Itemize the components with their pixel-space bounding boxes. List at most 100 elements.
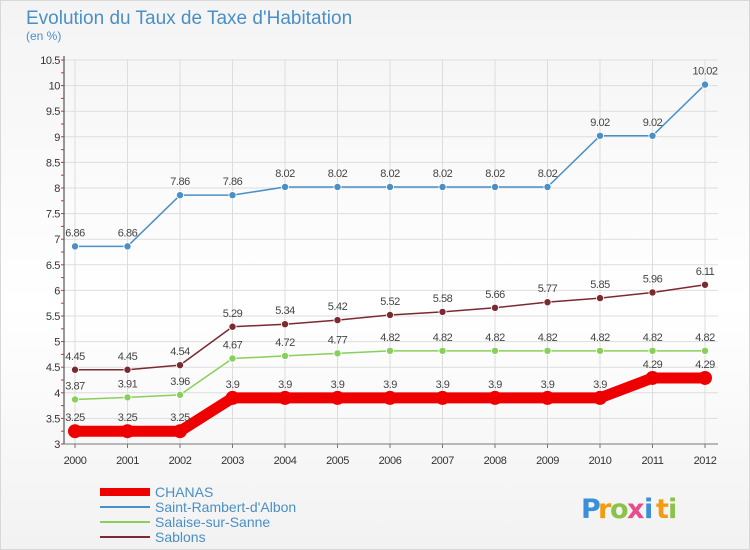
logo-letter: o [610,494,629,525]
data-label: 3.9 [383,379,397,391]
data-label: 5.66 [485,289,505,301]
data-label: 5.42 [328,301,348,313]
data-point [278,390,292,405]
data-point [71,365,80,374]
data-label: 4.29 [695,359,715,371]
data-point [71,395,80,404]
data-point [280,351,289,360]
data-point [333,349,342,358]
data-point [701,280,710,289]
data-label: 10.02 [692,66,717,78]
y-tick-label: 4 [54,388,60,400]
data-point [228,191,237,200]
data-label: 3.9 [541,379,555,391]
y-tick-label: 3.5 [46,413,60,425]
data-point [438,182,447,191]
data-point [173,424,187,439]
x-tick-label: 2003 [221,455,244,467]
y-tick-label: 8.5 [46,157,60,169]
data-label: 8.02 [328,168,348,180]
data-point [68,424,82,439]
legend-label: Saint-Rambert-d'Albon [155,499,296,515]
data-label: 3.91 [118,378,138,390]
x-tick-label: 2000 [64,455,87,467]
legend-label: Salaise-sur-Sanne [155,514,270,530]
data-label: 4.82 [485,332,505,344]
logo-letter: r [598,494,612,525]
data-label: 5.29 [223,308,243,320]
data-point [225,390,240,405]
data-label: 6.86 [118,227,138,239]
data-point [543,346,552,355]
data-point [490,303,499,312]
x-tick-label: 2002 [169,455,192,467]
data-label: 7.86 [223,176,243,188]
data-label: 3.87 [65,380,85,392]
data-point [435,390,450,405]
data-label: 4.82 [538,332,558,344]
data-point [701,80,710,89]
data-label: 5.77 [538,283,558,295]
data-point [543,298,552,307]
data-label: 5.52 [380,296,400,308]
data-point [385,182,394,191]
data-label: 9.02 [643,117,663,129]
data-point [648,288,657,297]
y-tick-label: 7.5 [46,209,60,221]
data-label: 5.96 [643,273,663,285]
data-label: 4.82 [433,332,453,344]
axes: 3 3.5 4 4.5 5 5.5 6 6.5 7 7.5 8 8.5 9 9.5 10 10.5 2000 20… [40,55,718,467]
y-tick-label: 5 [54,337,60,349]
data-point [596,294,605,303]
data-point [123,365,132,374]
x-tick-label: 2001 [116,455,139,467]
data-label: 5.34 [275,305,295,317]
data-point [438,346,447,355]
data-point [648,131,657,140]
y-tick-label: 9 [54,132,60,144]
data-label: 8.02 [380,168,400,180]
data-label: 5.58 [433,293,453,305]
y-tick-label: 6.5 [46,260,60,272]
data-label: 4.45 [118,351,138,363]
y-tick-label: 4.5 [46,362,60,374]
y-tick-label: 7 [54,234,60,246]
data-point [490,182,499,191]
y-tick-label: 10 [49,81,61,93]
data-point [701,346,710,355]
data-label: 3.96 [170,376,190,388]
y-tick-label: 9.5 [46,106,60,118]
data-point [175,361,184,370]
data-label: 5.85 [590,279,610,291]
logo-letter: t [656,494,669,525]
data-label: 8.02 [538,168,558,180]
data-point [333,316,342,325]
logo-letter: i [644,494,653,525]
y-tick-label: 3 [54,439,60,451]
data-label: 3.25 [65,412,85,424]
data-label: 9.02 [590,117,610,129]
data-label: 4.82 [695,332,715,344]
data-point [330,390,345,405]
data-label: 3.9 [278,379,292,391]
x-tick-label: 2008 [484,455,507,467]
data-point [71,242,80,251]
data-point [333,182,342,191]
data-point [490,346,499,355]
data-label: 4.29 [643,359,663,371]
data-point [383,390,397,405]
x-tick-label: 2007 [431,455,454,467]
x-tick-label: 2006 [379,455,402,467]
data-label: 4.77 [328,334,348,346]
data-point [596,131,605,140]
data-point [385,310,394,319]
data-label: 7.86 [170,176,190,188]
data-label: 3.9 [436,379,450,391]
data-point [540,390,555,405]
data-point [280,182,289,191]
x-tick-label: 2005 [326,455,349,467]
data-label: 4.72 [275,337,295,349]
data-labels: 6.86 6.86 7.86 7.86 8.02 8.02 8.02 8.02 8.02 8.02… [65,66,718,425]
x-tick-label: 2004 [274,455,297,467]
